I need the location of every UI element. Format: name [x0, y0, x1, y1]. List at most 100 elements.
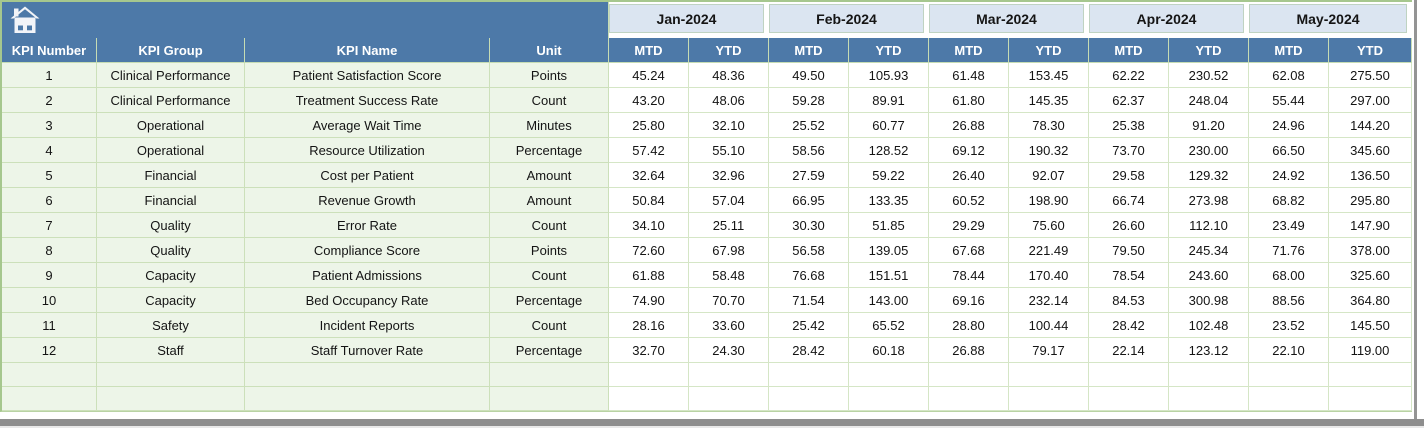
cell-value[interactable]: 25.52	[769, 113, 849, 138]
cell-kpi-group[interactable]: Clinical Performance	[97, 88, 245, 113]
cell-value[interactable]: 26.40	[929, 163, 1009, 188]
cell-value[interactable]: 50.84	[609, 188, 689, 213]
col-header-kpi-number[interactable]: KPI Number	[2, 38, 97, 63]
cell-value[interactable]: 25.80	[609, 113, 689, 138]
empty-cell[interactable]	[849, 387, 929, 411]
empty-cell[interactable]	[490, 363, 609, 387]
cell-value[interactable]: 34.10	[609, 213, 689, 238]
cell-value[interactable]: 62.08	[1249, 63, 1329, 88]
cell-value[interactable]: 273.98	[1169, 188, 1249, 213]
cell-value[interactable]: 345.60	[1329, 138, 1412, 163]
cell-value[interactable]: 51.85	[849, 213, 929, 238]
cell-value[interactable]: 92.07	[1009, 163, 1089, 188]
empty-cell[interactable]	[1089, 387, 1169, 411]
cell-unit[interactable]: Count	[490, 213, 609, 238]
cell-value[interactable]: 66.50	[1249, 138, 1329, 163]
cell-kpi-number[interactable]: 10	[2, 288, 97, 313]
cell-kpi-number[interactable]: 12	[2, 338, 97, 363]
cell-kpi-number[interactable]: 7	[2, 213, 97, 238]
cell-kpi-group[interactable]: Quality	[97, 213, 245, 238]
cell-value[interactable]: 55.10	[689, 138, 769, 163]
empty-cell[interactable]	[1169, 363, 1249, 387]
home-button[interactable]	[9, 5, 41, 35]
cell-value[interactable]: 78.30	[1009, 113, 1089, 138]
cell-value[interactable]: 147.90	[1329, 213, 1412, 238]
cell-value[interactable]: 89.91	[849, 88, 929, 113]
cell-value[interactable]: 22.14	[1089, 338, 1169, 363]
cell-value[interactable]: 56.58	[769, 238, 849, 263]
cell-value[interactable]: 230.00	[1169, 138, 1249, 163]
cell-value[interactable]: 91.20	[1169, 113, 1249, 138]
cell-value[interactable]: 24.92	[1249, 163, 1329, 188]
cell-value[interactable]: 33.60	[689, 313, 769, 338]
empty-cell[interactable]	[2, 387, 97, 411]
horizontal-scrollbar[interactable]	[0, 419, 1424, 426]
empty-cell[interactable]	[1009, 387, 1089, 411]
cell-value[interactable]: 66.95	[769, 188, 849, 213]
cell-kpi-name[interactable]: Treatment Success Rate	[245, 88, 490, 113]
cell-value[interactable]: 69.16	[929, 288, 1009, 313]
cell-value[interactable]: 75.60	[1009, 213, 1089, 238]
cell-value[interactable]: 23.52	[1249, 313, 1329, 338]
cell-kpi-group[interactable]: Capacity	[97, 288, 245, 313]
subheader-ytd-apr-2024[interactable]: YTD	[1169, 38, 1249, 63]
cell-value[interactable]: 29.29	[929, 213, 1009, 238]
cell-value[interactable]: 68.82	[1249, 188, 1329, 213]
cell-value[interactable]: 58.56	[769, 138, 849, 163]
month-header-feb-2024[interactable]: Feb-2024	[769, 4, 924, 33]
cell-value[interactable]: 28.42	[1089, 313, 1169, 338]
cell-value[interactable]: 71.54	[769, 288, 849, 313]
cell-kpi-number[interactable]: 1	[2, 63, 97, 88]
cell-value[interactable]: 230.52	[1169, 63, 1249, 88]
cell-unit[interactable]: Count	[490, 313, 609, 338]
cell-value[interactable]: 59.22	[849, 163, 929, 188]
cell-value[interactable]: 25.11	[689, 213, 769, 238]
month-header-mar-2024[interactable]: Mar-2024	[929, 4, 1084, 33]
cell-value[interactable]: 79.17	[1009, 338, 1089, 363]
empty-cell[interactable]	[609, 387, 689, 411]
cell-kpi-name[interactable]: Patient Satisfaction Score	[245, 63, 490, 88]
cell-value[interactable]: 100.44	[1009, 313, 1089, 338]
cell-value[interactable]: 123.12	[1169, 338, 1249, 363]
empty-cell[interactable]	[689, 387, 769, 411]
cell-value[interactable]: 62.22	[1089, 63, 1169, 88]
cell-value[interactable]: 198.90	[1009, 188, 1089, 213]
cell-kpi-group[interactable]: Operational	[97, 113, 245, 138]
cell-kpi-group[interactable]: Operational	[97, 138, 245, 163]
empty-cell[interactable]	[97, 387, 245, 411]
cell-value[interactable]: 297.00	[1329, 88, 1412, 113]
empty-cell[interactable]	[2, 363, 97, 387]
cell-kpi-number[interactable]: 11	[2, 313, 97, 338]
cell-value[interactable]: 102.48	[1169, 313, 1249, 338]
cell-value[interactable]: 29.58	[1089, 163, 1169, 188]
empty-cell[interactable]	[929, 363, 1009, 387]
cell-value[interactable]: 26.88	[929, 338, 1009, 363]
cell-unit[interactable]: Percentage	[490, 138, 609, 163]
cell-value[interactable]: 243.60	[1169, 263, 1249, 288]
empty-cell[interactable]	[689, 363, 769, 387]
cell-value[interactable]: 232.14	[1009, 288, 1089, 313]
cell-value[interactable]: 378.00	[1329, 238, 1412, 263]
cell-value[interactable]: 153.45	[1009, 63, 1089, 88]
cell-value[interactable]: 60.77	[849, 113, 929, 138]
cell-kpi-group[interactable]: Financial	[97, 163, 245, 188]
cell-value[interactable]: 72.60	[609, 238, 689, 263]
subheader-mtd-jan-2024[interactable]: MTD	[609, 38, 689, 63]
cell-kpi-name[interactable]: Revenue Growth	[245, 188, 490, 213]
cell-value[interactable]: 67.68	[929, 238, 1009, 263]
cell-value[interactable]: 24.30	[689, 338, 769, 363]
cell-value[interactable]: 128.52	[849, 138, 929, 163]
empty-cell[interactable]	[1249, 363, 1329, 387]
cell-value[interactable]: 60.18	[849, 338, 929, 363]
cell-value[interactable]: 32.70	[609, 338, 689, 363]
cell-value[interactable]: 67.98	[689, 238, 769, 263]
cell-value[interactable]: 61.48	[929, 63, 1009, 88]
empty-cell[interactable]	[1329, 363, 1412, 387]
cell-kpi-group[interactable]: Clinical Performance	[97, 63, 245, 88]
cell-value[interactable]: 32.10	[689, 113, 769, 138]
subheader-mtd-apr-2024[interactable]: MTD	[1089, 38, 1169, 63]
cell-kpi-name[interactable]: Bed Occupancy Rate	[245, 288, 490, 313]
cell-unit[interactable]: Amount	[490, 163, 609, 188]
cell-value[interactable]: 145.50	[1329, 313, 1412, 338]
subheader-ytd-jan-2024[interactable]: YTD	[689, 38, 769, 63]
